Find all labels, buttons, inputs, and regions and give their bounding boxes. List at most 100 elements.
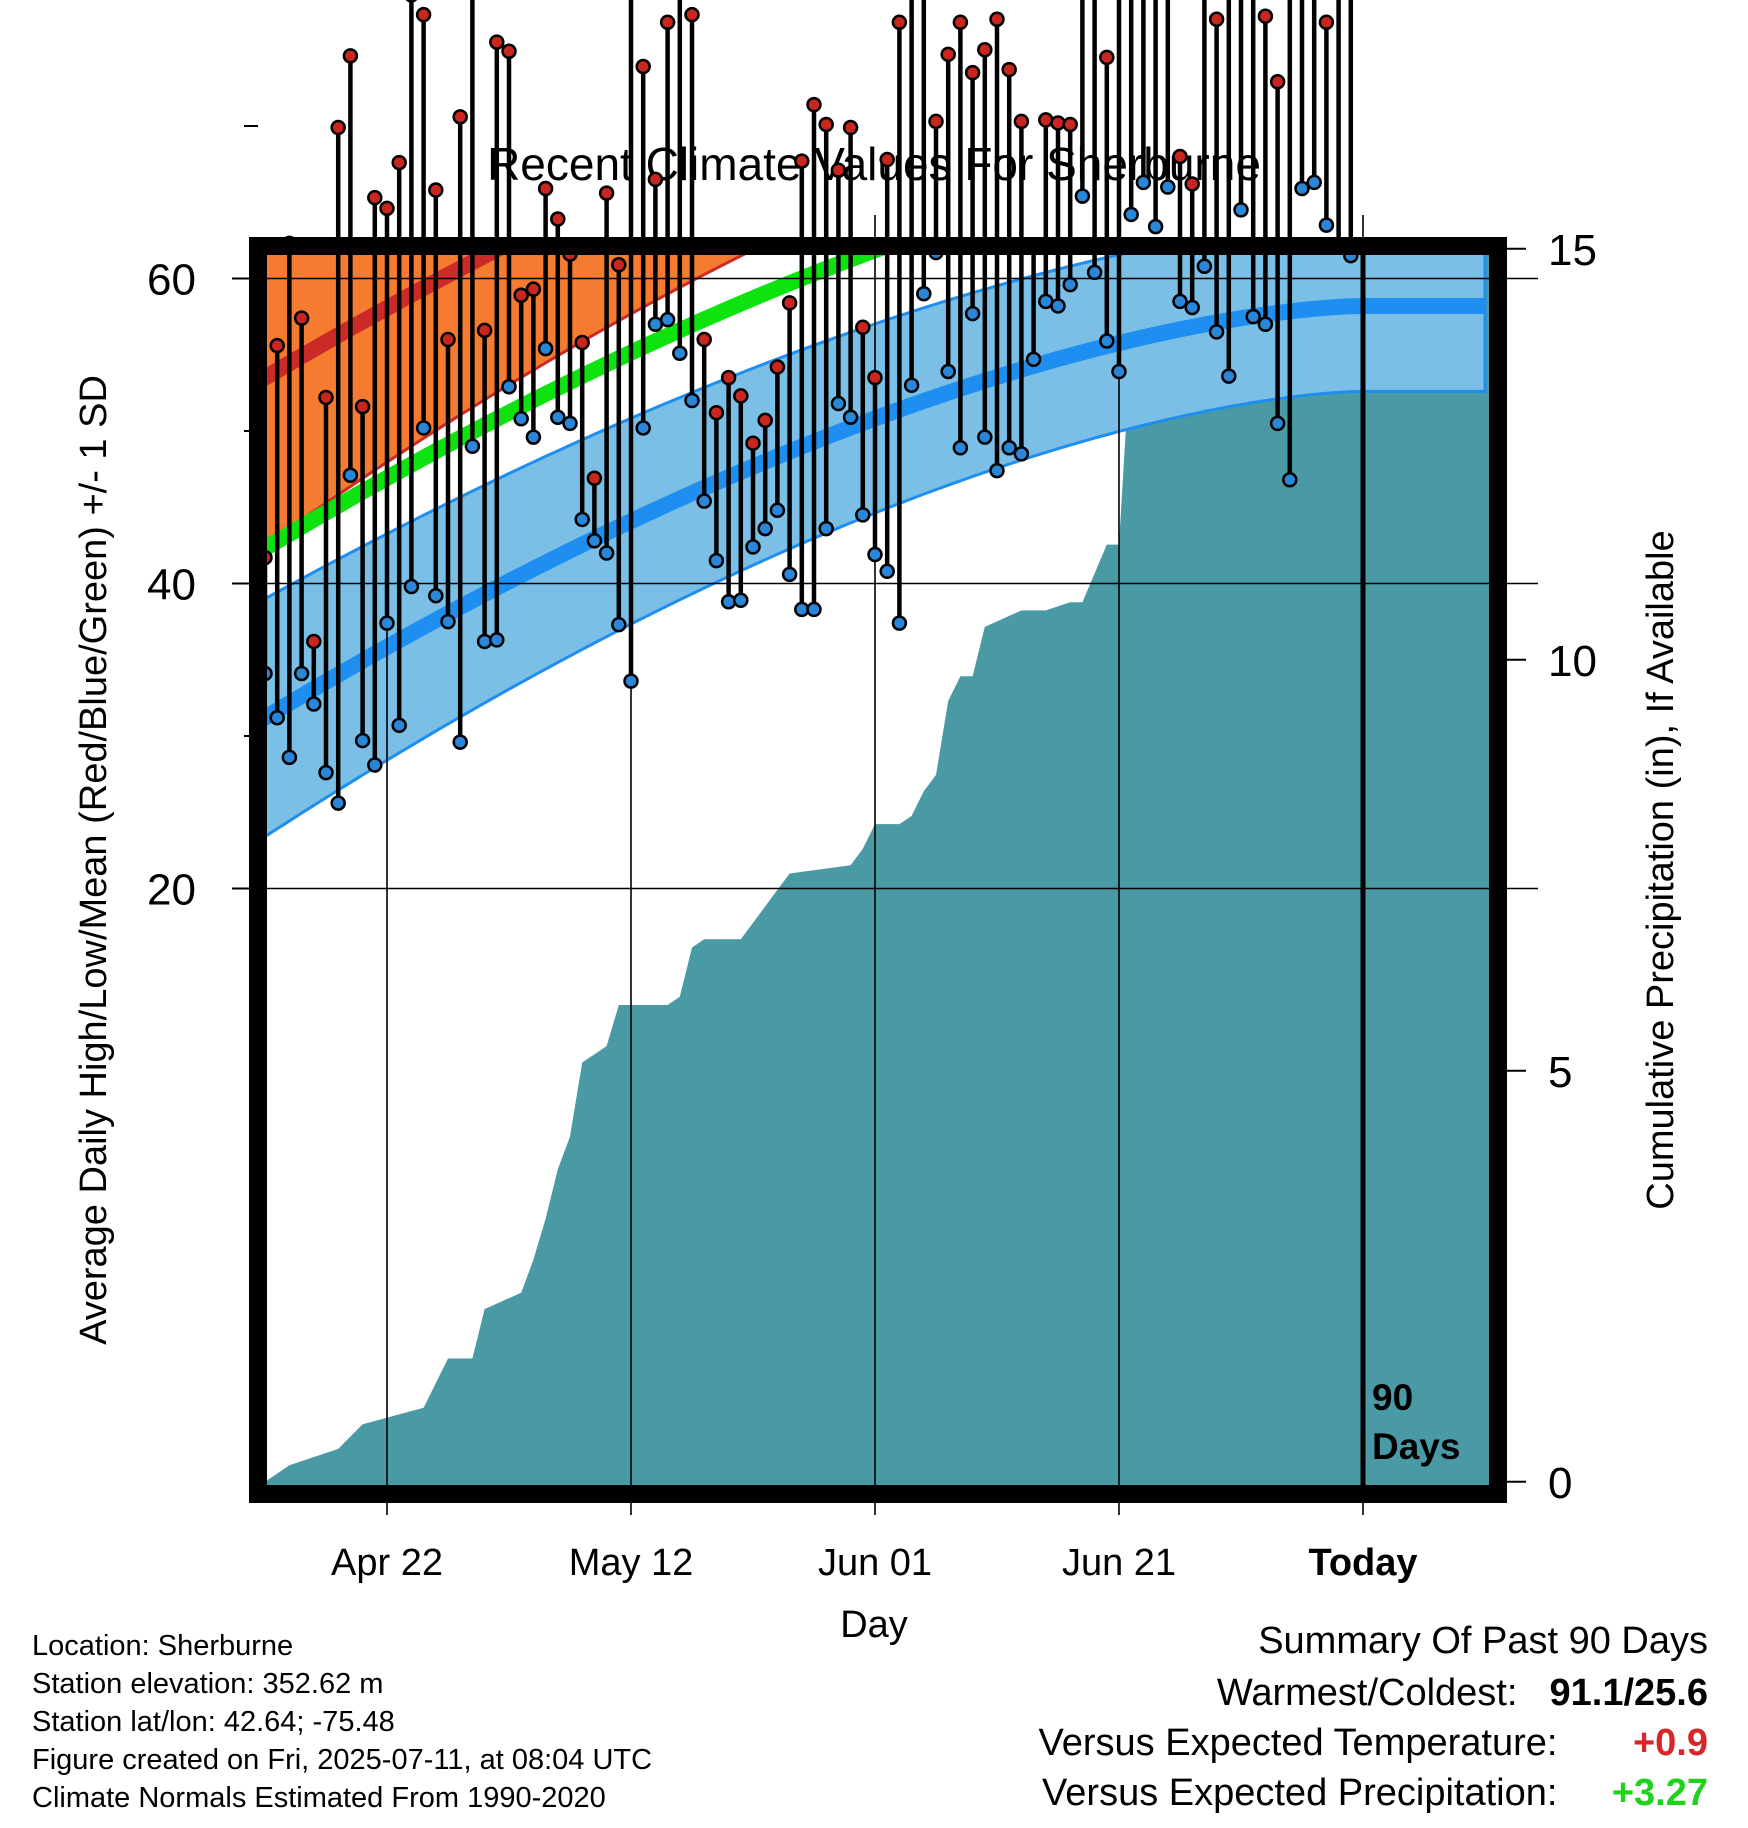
daily-low-point [696, 493, 712, 509]
daily-low-point [1050, 298, 1066, 314]
summary-temp: Versus Expected Temperature: +0.9 [1039, 1722, 1708, 1765]
y-tick-label: 20 [147, 866, 196, 915]
daily-high-point [659, 14, 676, 31]
daily-high-point [1062, 116, 1078, 133]
daily-high-point [513, 287, 529, 304]
daily-high-point [306, 633, 322, 650]
daily-low-point [830, 395, 847, 412]
precip-label: Versus Expected Precipitation: [1042, 1772, 1558, 1814]
x-tick-label: Jun 01 [818, 1542, 932, 1584]
daily-low-point [306, 696, 322, 712]
daily-high-point [1208, 11, 1225, 27]
daily-low-point [1074, 188, 1091, 204]
daily-low-point [684, 392, 700, 409]
daily-low-point [1013, 446, 1030, 462]
daily-high-point [964, 64, 981, 81]
daily-low-point [842, 409, 859, 426]
daily-low-point [635, 420, 651, 436]
summary-warm-cold: Warmest/Coldest: 91.1/25.6 [1217, 1672, 1708, 1715]
daily-high-point [1257, 8, 1274, 24]
y2-tick-label: 0 [1548, 1459, 1572, 1508]
daily-low-point [415, 420, 432, 436]
temp-value: +0.9 [1632, 1722, 1708, 1764]
daily-low-point [562, 415, 578, 432]
daily-high-point [989, 11, 1005, 27]
daily-low-point [367, 757, 383, 773]
today-days-label: Days [1372, 1426, 1460, 1467]
location-text: Location: Sherburne [32, 1630, 294, 1662]
elevation-text: Station elevation: 352.62 m [32, 1668, 384, 1700]
daily-high-point [354, 398, 371, 415]
daily-high-point [794, 153, 810, 169]
daily-high-point [501, 43, 517, 60]
daily-high-point [428, 182, 444, 198]
daily-low-point [867, 546, 883, 563]
daily-high-point [440, 331, 456, 348]
summary-precip: Versus Expected Precipitation: +3.27 [1042, 1772, 1708, 1815]
daily-high-point [928, 113, 944, 130]
daily-low-point [1086, 264, 1103, 281]
daily-low-point [1208, 324, 1225, 340]
daily-low-point [489, 632, 505, 648]
daily-high-point [342, 48, 359, 64]
y2-tick-label: 15 [1548, 226, 1597, 275]
daily-low-point [318, 764, 334, 781]
y2-axis-label: Cumulative Precipitation (in), If Availa… [1640, 530, 1682, 1209]
daily-high-point [781, 295, 798, 311]
daily-high-point [476, 322, 493, 339]
daily-low-point [903, 377, 920, 393]
daily-high-point [379, 200, 395, 217]
daily-low-point [293, 665, 310, 682]
daily-high-point [647, 171, 664, 188]
daily-high-point [1318, 14, 1335, 31]
daily-high-point [367, 189, 383, 206]
daily-low-point [1123, 206, 1139, 223]
daily-low-point [1294, 180, 1310, 197]
daily-low-point [855, 507, 871, 523]
daily-high-point [708, 404, 725, 421]
daily-low-point [330, 795, 346, 811]
normals-text: Climate Normals Estimated From 1990-2020 [32, 1782, 606, 1814]
daily-low-point [720, 594, 737, 610]
daily-high-point [452, 109, 468, 125]
daily-low-point [1025, 351, 1042, 368]
daily-low-point [708, 552, 725, 569]
daily-high-point [391, 154, 407, 171]
daily-high-point [1038, 112, 1054, 128]
daily-high-point [574, 334, 590, 351]
daily-low-point [745, 539, 761, 555]
x-axis-label: Day [840, 1604, 908, 1646]
daily-low-point [464, 438, 481, 454]
daily-low-point [428, 587, 444, 604]
daily-low-point [781, 566, 798, 583]
daily-low-point [806, 601, 822, 618]
daily-low-point [452, 734, 468, 750]
daily-low-point [1001, 440, 1017, 456]
daily-high-point [1184, 176, 1200, 192]
daily-low-point [757, 520, 773, 537]
daily-low-point [916, 286, 932, 302]
daily-low-point [1257, 316, 1274, 332]
daily-high-point [405, 0, 418, 3]
y-tick-label: 60 [147, 256, 196, 305]
daily-high-point [1001, 61, 1017, 78]
warm-cold-label: Warmest/Coldest: [1216, 1672, 1518, 1714]
daily-high-point [598, 185, 615, 201]
daily-low-point [1233, 202, 1249, 218]
y2-tick-label: 10 [1548, 637, 1597, 686]
daily-low-point [574, 511, 590, 528]
daily-high-point [489, 34, 505, 50]
daily-low-point [1269, 415, 1286, 432]
daily-high-point [842, 119, 859, 136]
daily-low-point [1318, 217, 1335, 233]
daily-low-point [952, 440, 969, 456]
daily-high-point [720, 369, 737, 386]
daily-low-point [940, 363, 956, 380]
daily-low-point [476, 633, 493, 650]
daily-low-point [769, 502, 786, 519]
daily-low-point [403, 578, 420, 595]
daily-high-point [745, 435, 761, 451]
daily-high-point [293, 310, 310, 326]
